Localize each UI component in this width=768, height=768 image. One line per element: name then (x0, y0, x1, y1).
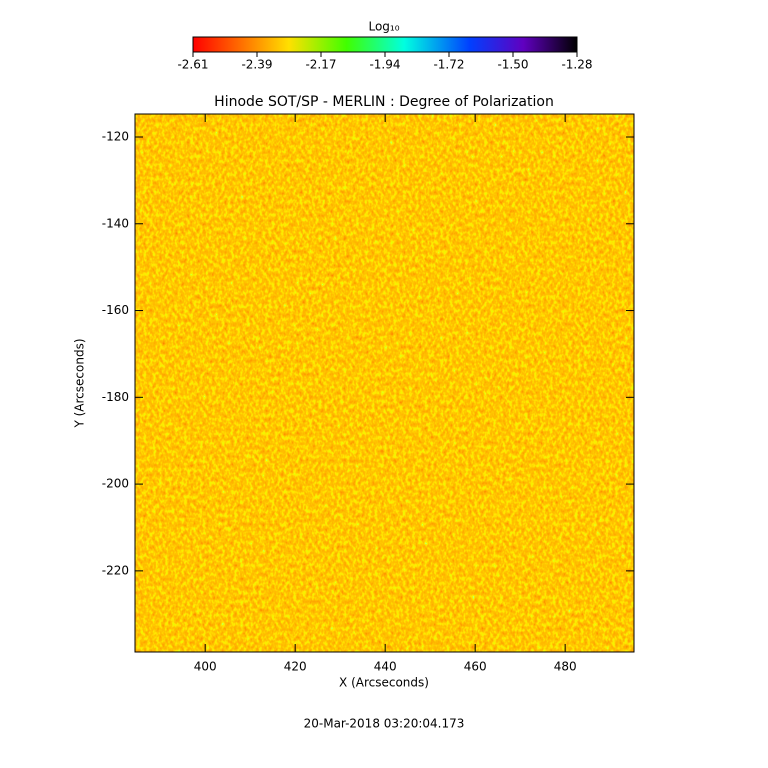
y-tick-label: -220 (102, 563, 129, 577)
y-tick-label: -180 (102, 390, 129, 404)
colorbar-tick-label: -1.28 (561, 58, 592, 72)
x-tick-label: 480 (554, 660, 577, 674)
colorbar-label: Log₁₀ (368, 20, 399, 34)
y-tick-label: -160 (102, 303, 129, 317)
colorbar-tick-label: -1.94 (369, 58, 400, 72)
y-tick-label: -120 (102, 129, 129, 143)
colorbar (192, 36, 578, 53)
heatmap-image (135, 114, 634, 652)
y-axis-label: Y (Arcseconds) (73, 338, 87, 428)
colorbar-tick-label: -2.61 (177, 58, 208, 72)
y-tick-label: -200 (102, 477, 129, 491)
chart-title: Hinode SOT/SP - MERLIN : Degree of Polar… (214, 94, 554, 110)
x-axis-label: X (Arcseconds) (339, 676, 429, 690)
colorbar-tick-label: -1.72 (433, 58, 464, 72)
footer-date: 20-Mar-2018 03:20:04.173 (304, 717, 465, 731)
x-tick-label: 460 (464, 660, 487, 674)
x-tick-label: 420 (284, 660, 307, 674)
x-tick-label: 400 (194, 660, 217, 674)
colorbar-tick-label: -1.50 (497, 58, 528, 72)
colorbar-tick-label: -2.39 (241, 58, 272, 72)
y-tick-label: -140 (102, 216, 129, 230)
plot-frame (134, 113, 635, 653)
colorbar-tick-label: -2.17 (305, 58, 336, 72)
x-tick-label: 440 (374, 660, 397, 674)
